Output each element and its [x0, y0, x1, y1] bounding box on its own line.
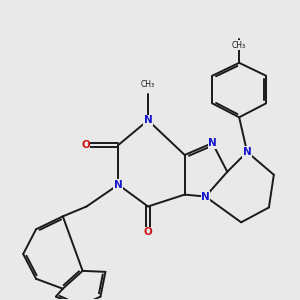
Text: CH₃: CH₃: [232, 40, 246, 50]
Text: N: N: [201, 192, 210, 202]
Text: N: N: [243, 147, 251, 157]
Text: O: O: [144, 227, 152, 237]
Text: CH₃: CH₃: [141, 80, 155, 89]
Text: N: N: [208, 138, 217, 148]
Text: O: O: [81, 140, 90, 150]
Text: N: N: [144, 115, 152, 125]
Text: N: N: [114, 180, 123, 190]
